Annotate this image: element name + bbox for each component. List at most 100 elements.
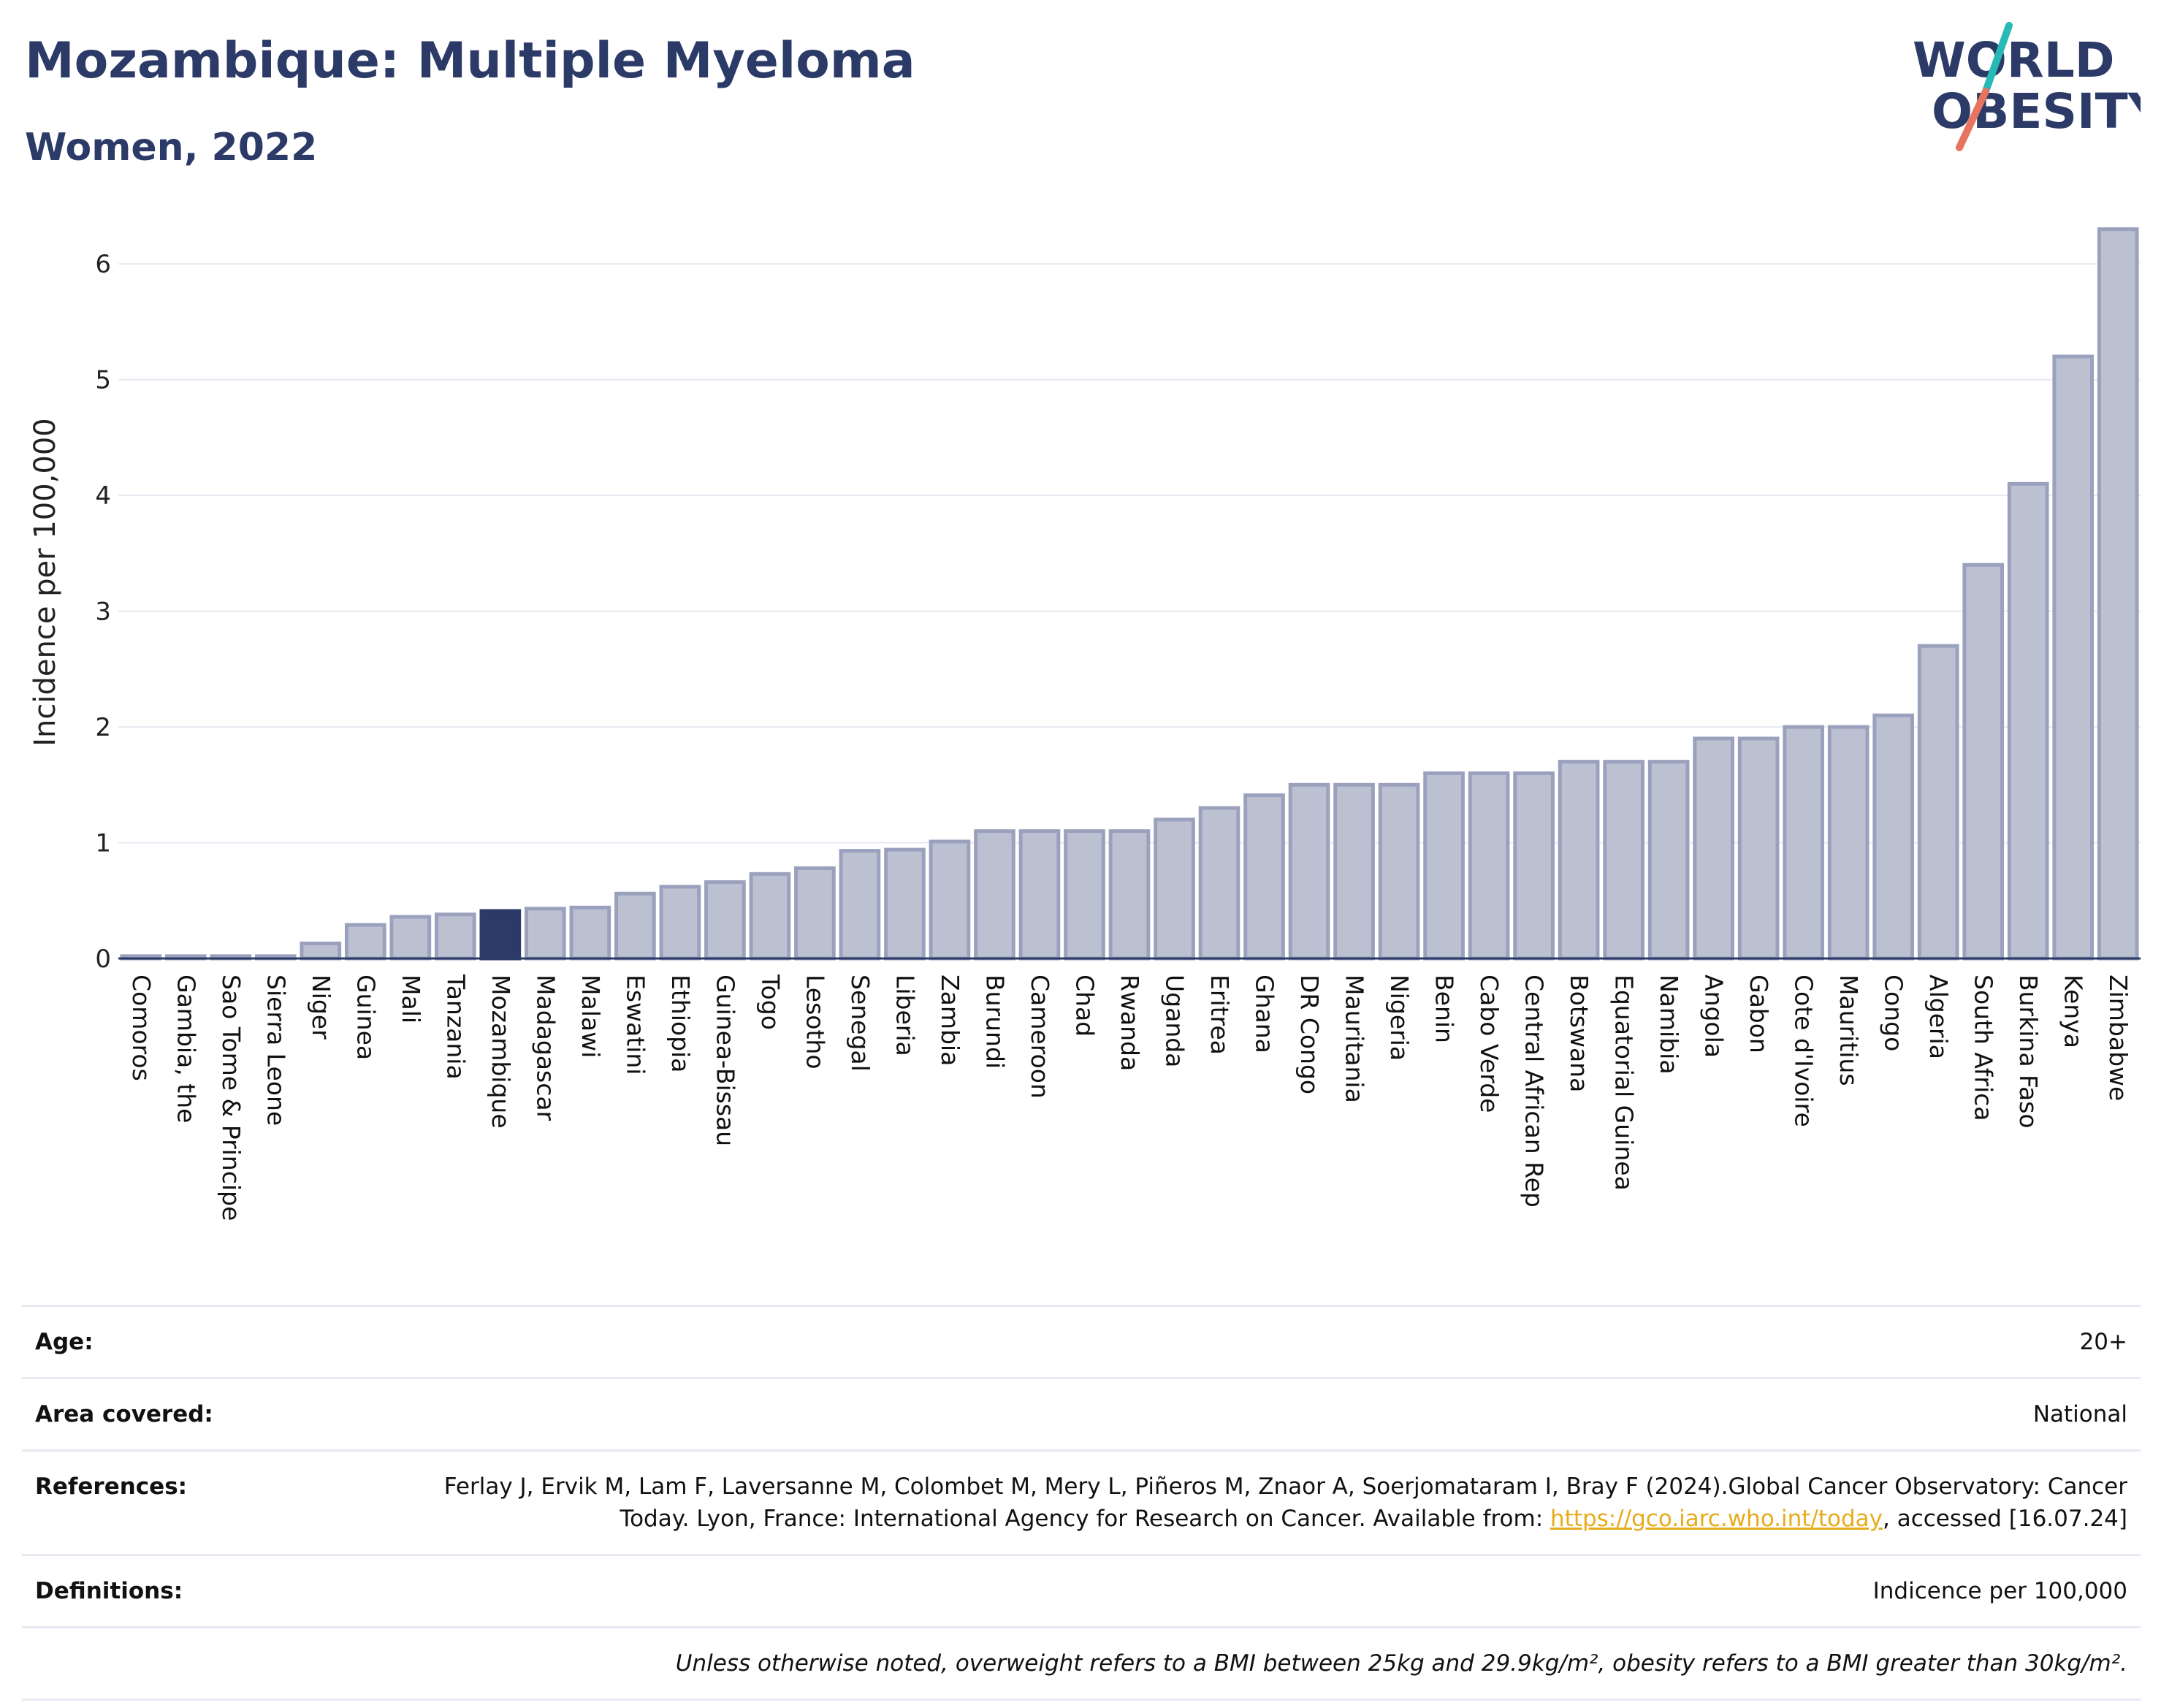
bar-cabo-verde (1468, 771, 1510, 961)
x-tick-label: Sierra Leone (262, 975, 290, 1126)
x-tick-label: Uganda (1161, 975, 1189, 1067)
x-tick-label: Lesotho (801, 975, 829, 1070)
bar-burkina-faso (2007, 481, 2049, 961)
bar-senegal (839, 849, 881, 961)
bar-angola (1693, 736, 1734, 961)
bar-algeria (1917, 644, 1959, 961)
x-tick-label: DR Congo (1295, 975, 1324, 1094)
bar-central-african-rep (1513, 771, 1555, 961)
x-tick-label: Gambia, the (172, 975, 200, 1123)
x-tick-label: Mozambique (487, 975, 515, 1129)
x-tick-label: Burkina Faso (2014, 975, 2043, 1129)
bar-zambia (929, 839, 971, 961)
chart-subtitle: Women, 2022 (25, 126, 318, 169)
references-label: References: (35, 1473, 188, 1500)
x-tick-label: Benin (1430, 975, 1459, 1043)
bar-nigeria (1378, 782, 1420, 961)
bar-burundi (974, 829, 1015, 961)
x-tick-label: Madagascar (531, 975, 560, 1121)
x-tick-label: Congo (1880, 975, 1908, 1051)
x-tick-label: Eswatini (621, 975, 649, 1075)
bar-benin (1423, 771, 1465, 961)
info-row-note: Unless otherwise noted, overweight refer… (22, 1626, 2141, 1701)
world-obesity-logo: WORLD OBESITY (1913, 22, 2141, 151)
bar-equatorial-guinea (1603, 760, 1644, 961)
x-tick-label: Kenya (2059, 975, 2088, 1048)
bar-mauritania (1333, 782, 1375, 961)
x-tick-label: Equatorial Guinea (1610, 975, 1639, 1191)
logo-slash-bottom (1956, 88, 1989, 151)
y-tick-label: 4 (95, 481, 111, 511)
bar-dr-congo (1288, 782, 1330, 961)
bar-malawi (569, 905, 611, 961)
bmi-note: Unless otherwise noted, overweight refer… (675, 1650, 2127, 1677)
bar-south-africa (1962, 563, 2005, 961)
bar-togo (749, 872, 791, 961)
x-tick-label: Rwanda (1116, 975, 1144, 1071)
bar-rwanda (1108, 829, 1151, 961)
x-tick-label: Guinea (351, 975, 380, 1060)
chart-title: Mozambique: Multiple Myeloma (25, 32, 915, 90)
x-tick-label: Malawi (576, 975, 605, 1058)
bar-kenya (2052, 354, 2095, 961)
area-covered-label: Area covered: (35, 1401, 213, 1427)
x-tick-label: Sao Tome & Principe (217, 975, 245, 1221)
bar-lesotho (794, 866, 836, 961)
info-row-references: References: Ferlay J, Ervik M, Lam F, La… (22, 1449, 2141, 1554)
definitions-label: Definitions: (35, 1578, 183, 1604)
x-tick-label: Cameroon (1026, 975, 1054, 1099)
x-tick-label: Nigeria (1385, 975, 1414, 1061)
bar-niger (300, 941, 342, 961)
bar-congo (1872, 713, 1915, 961)
bar-chart: 0 1 2 3 4 5 6 Incidence per 100,000 Comoros Gambi… (28, 227, 2141, 1221)
bar-zimbabwe (2097, 227, 2139, 961)
x-tick-label: Botswana (1565, 975, 1593, 1092)
y-tick-label: 2 (95, 713, 111, 742)
x-tick-label: Mauritius (1834, 975, 1863, 1086)
x-tick-label: Cote d'Ivoire (1790, 975, 1818, 1127)
x-tick-label: Eritrea (1205, 975, 1234, 1055)
bar-guinea-bissau (704, 880, 746, 961)
references-value: Ferlay J, Ervik M, Lam F, Laversanne M, … (432, 1471, 2127, 1535)
logo-text-obesity: OBESITY (1932, 83, 2141, 140)
bar-gabon (1737, 736, 1780, 961)
x-tick-label: Angola (1700, 975, 1729, 1058)
x-tick-label: Algeria (1924, 975, 1953, 1059)
bar-cameroon (1018, 829, 1061, 961)
x-tick-label: Central African Rep (1520, 975, 1549, 1208)
bar-tanzania (434, 912, 476, 961)
y-tick-label: 5 (95, 366, 111, 395)
bar-liberia (884, 847, 926, 961)
info-row-area: Area covered: National (22, 1377, 2141, 1449)
y-axis-label: Incidence per 100,000 (28, 418, 62, 747)
x-tick-label: Zambia (936, 975, 964, 1066)
age-label: Age: (35, 1329, 94, 1355)
references-link[interactable]: https://gco.iarc.who.int/today (1550, 1506, 1883, 1532)
x-tick-label: Niger (307, 975, 335, 1040)
x-tick-label: Togo (756, 974, 785, 1030)
bar-mali (389, 915, 432, 961)
y-tick-label: 1 (95, 829, 111, 858)
x-tick-label: Zimbabwe (2104, 975, 2133, 1101)
x-tick-label: Namibia (1655, 975, 1683, 1075)
references-text: Ferlay J, Ervik M, Lam F, Laversanne M, … (443, 1473, 2127, 1532)
bar-chad (1064, 829, 1105, 961)
definitions-value: Indicence per 100,000 (1872, 1578, 2127, 1604)
x-tick-label: Ethiopia (666, 975, 695, 1072)
x-tick-label: Chad (1070, 975, 1099, 1037)
x-tick-label: Tanzania (441, 974, 470, 1080)
bar-guinea (344, 923, 386, 961)
x-tick-label: Senegal (846, 975, 874, 1072)
bar-eswatini (614, 891, 656, 961)
bar-ethiopia (659, 885, 701, 961)
bar-mauritius (1827, 725, 1870, 961)
bar-namibia (1647, 760, 1690, 961)
area-covered-value: National (2032, 1401, 2127, 1427)
info-table: Age: 20+ Area covered: National Referenc… (22, 1305, 2141, 1701)
info-row-definitions: Definitions: Indicence per 100,000 (22, 1554, 2141, 1626)
x-tick-label: Guinea-Bissau (711, 975, 739, 1146)
x-tick-label: Burundi (980, 975, 1009, 1069)
x-tick-label: South Africa (1970, 975, 1998, 1121)
bar-cote-d-ivoire (1783, 725, 1825, 961)
x-tick-label: Mauritania (1341, 975, 1369, 1103)
